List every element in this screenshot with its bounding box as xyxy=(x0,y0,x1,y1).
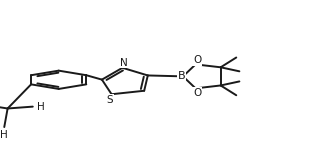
Text: H: H xyxy=(0,130,8,140)
Text: O: O xyxy=(193,55,201,65)
Text: B: B xyxy=(177,71,185,81)
Text: N: N xyxy=(120,58,128,68)
Text: H: H xyxy=(37,102,45,112)
Text: S: S xyxy=(107,95,113,105)
Text: O: O xyxy=(193,88,201,98)
